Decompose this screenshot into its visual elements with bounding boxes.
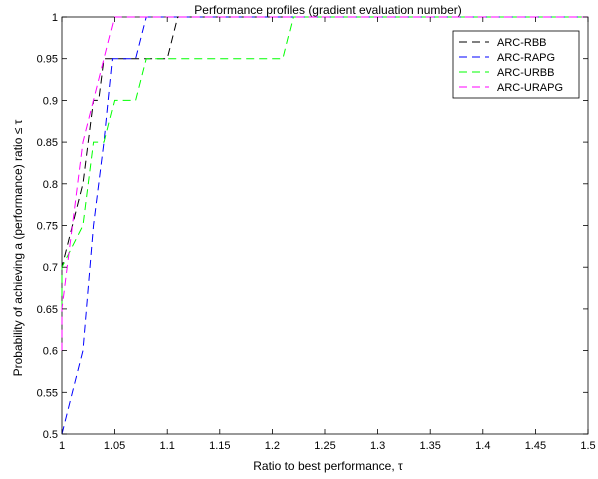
x-tick-label: 1.45 bbox=[525, 440, 546, 452]
x-tick-label: 1.3 bbox=[370, 440, 385, 452]
x-tick-label: 1.25 bbox=[314, 440, 335, 452]
legend-entry-label: ARC-RAPG bbox=[497, 52, 555, 64]
x-tick-label: 1 bbox=[59, 440, 65, 452]
y-tick-label: 0.65 bbox=[37, 304, 58, 316]
series-line-arc-urapg bbox=[61, 16, 588, 351]
y-tick-label: 1 bbox=[52, 12, 58, 24]
y-tick-label: 0.55 bbox=[37, 387, 58, 399]
y-tick-label: 0.5 bbox=[43, 429, 58, 441]
x-tick-label: 1.2 bbox=[265, 440, 280, 452]
y-tick-label: 0.85 bbox=[37, 137, 58, 149]
axis-ticks: 1 1.05 1.1 1.15 1.2 1.25 1.3 1.35 1.4 1.45 1.5 0.5 0… bbox=[37, 12, 596, 452]
x-tick-label: 1.35 bbox=[419, 440, 440, 452]
series-line-arc-rapg bbox=[61, 16, 588, 435]
x-axis-label: Ratio to best performance, τ bbox=[253, 459, 403, 473]
x-tick-label: 1.1 bbox=[160, 440, 175, 452]
y-tick-label: 0.7 bbox=[43, 262, 58, 274]
y-tick-label: 0.6 bbox=[43, 346, 58, 358]
x-tick-label: 1.05 bbox=[104, 440, 125, 452]
y-axis-label: Probability of achieving a (performance)… bbox=[11, 119, 25, 376]
x-tick-label: 1.4 bbox=[475, 440, 490, 452]
legend: ARC-RBB ARC-RAPG ARC-URBB ARC-URAPG bbox=[452, 30, 580, 99]
x-tick-label: 1.15 bbox=[209, 440, 230, 452]
y-tick-label: 0.75 bbox=[37, 221, 58, 233]
legend-entry-label: ARC-RBB bbox=[497, 37, 547, 49]
legend-entry-label: ARC-URAPG bbox=[497, 82, 563, 94]
legend-entry-label: ARC-URBB bbox=[497, 67, 554, 79]
y-tick-label: 0.9 bbox=[43, 95, 58, 107]
y-tick-label: 0.8 bbox=[43, 179, 58, 191]
y-tick-label: 0.95 bbox=[37, 54, 58, 66]
series-layer bbox=[61, 16, 588, 435]
chart-title: Performance profiles (gradient evaluatio… bbox=[194, 3, 461, 17]
series-line-arc-urbb bbox=[61, 16, 588, 309]
x-tick-label: 1.5 bbox=[580, 440, 595, 452]
series-line-arc-rbb bbox=[61, 16, 588, 309]
